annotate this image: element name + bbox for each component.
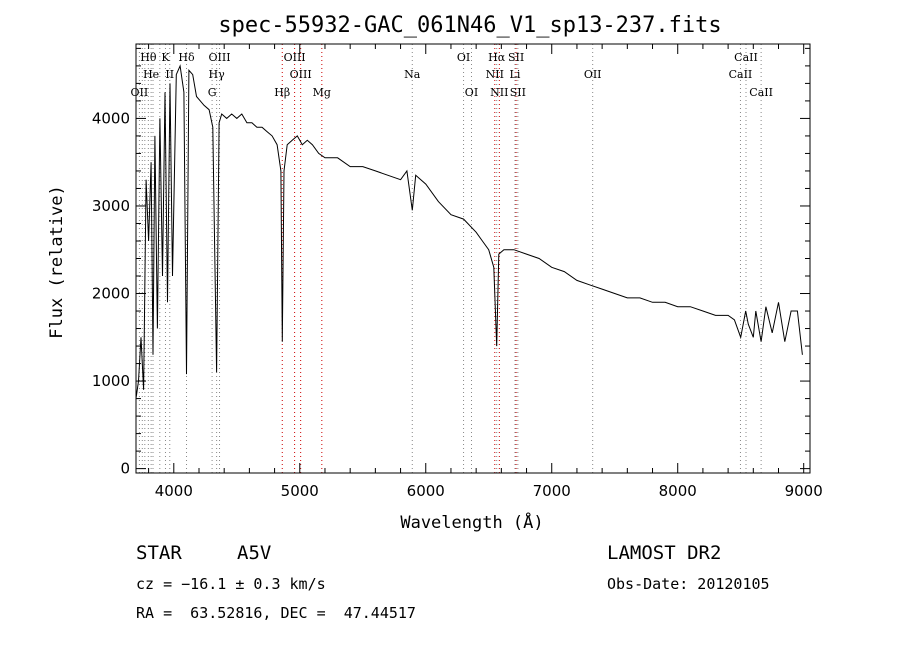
spectral-line-label: OII [131,86,149,99]
x-tick-label: 8000 [659,482,697,500]
observation-date: Obs-Date: 20120105 [607,575,770,593]
spectral-line-label: CaII [734,51,758,64]
y-tick-label: 4000 [92,109,130,127]
spectral-line-label: CaII [729,68,753,81]
spectral-line-label: OIII [290,68,312,81]
spectral-line-label: OIII [284,51,306,64]
chart-title: spec-55932-GAC_061N46_V1_sp13-237.fits [218,13,721,38]
y-axis-label: Flux (relative) [47,185,67,339]
object-subclass: A5V [237,542,272,564]
y-tick-label: 3000 [92,197,130,215]
spectrum-series [135,64,803,399]
y-tick-label: 1000 [92,372,130,390]
spectral-line-label: SII [508,51,524,64]
object-class: STAR [136,542,182,564]
y-tick-label: 2000 [92,285,130,303]
spectral-line-label: OI [465,86,478,99]
spectral-line-label: SII [510,86,526,99]
redshift-info: cz = −16.1 ± 0.3 km/s [136,575,326,593]
spectral-line-label: CaII [749,86,773,99]
spectral-line-label: II [165,68,174,81]
x-tick-label: 6000 [407,482,445,500]
spectral-line-label: Na [404,68,421,81]
x-tick-label: 7000 [533,482,571,500]
spectral-line-label: K [161,51,170,64]
y-tick-label: 0 [120,460,130,478]
spectral-line-label: G [208,86,217,99]
plot-frame [135,43,811,474]
line-markers [138,44,762,473]
spectral-line-label: Hθ [140,51,157,64]
spectral-line-label: Li [510,68,521,81]
spectral-line-label: OIII [208,51,230,64]
spectral-line-label: OI [457,51,470,64]
spectral-line-label: He [143,68,159,81]
spectrum-line [135,64,803,399]
y-axis-ticks: 0 1000 2000 3000 4000 [92,47,810,478]
coordinates: RA = 63.52816, DEC = 47.44517 [136,604,416,622]
x-tick-label: 5000 [281,482,319,500]
x-tick-label: 4000 [155,482,193,500]
spectral-line-label: NII [486,68,504,81]
spectral-line-label: OII [584,68,602,81]
x-tick-label: 9000 [785,482,823,500]
spectral-line-label: NII [490,86,508,99]
spectral-line-label: Hα [488,51,506,64]
x-axis-ticks: 4000 5000 6000 7000 8000 9000 [148,44,823,500]
x-axis-label: Wavelength (Å) [400,511,543,533]
survey-name: LAMOST DR2 [607,542,722,564]
spectral-line-label: Hβ [274,86,290,99]
spectrum-plot: spec-55932-GAC_061N46_V1_sp13-237.fits 4… [47,13,823,533]
spectral-line-label: Hδ [178,51,195,64]
spectral-line-label: Hγ [209,68,226,81]
spectral-line-label: Mg [313,86,331,99]
